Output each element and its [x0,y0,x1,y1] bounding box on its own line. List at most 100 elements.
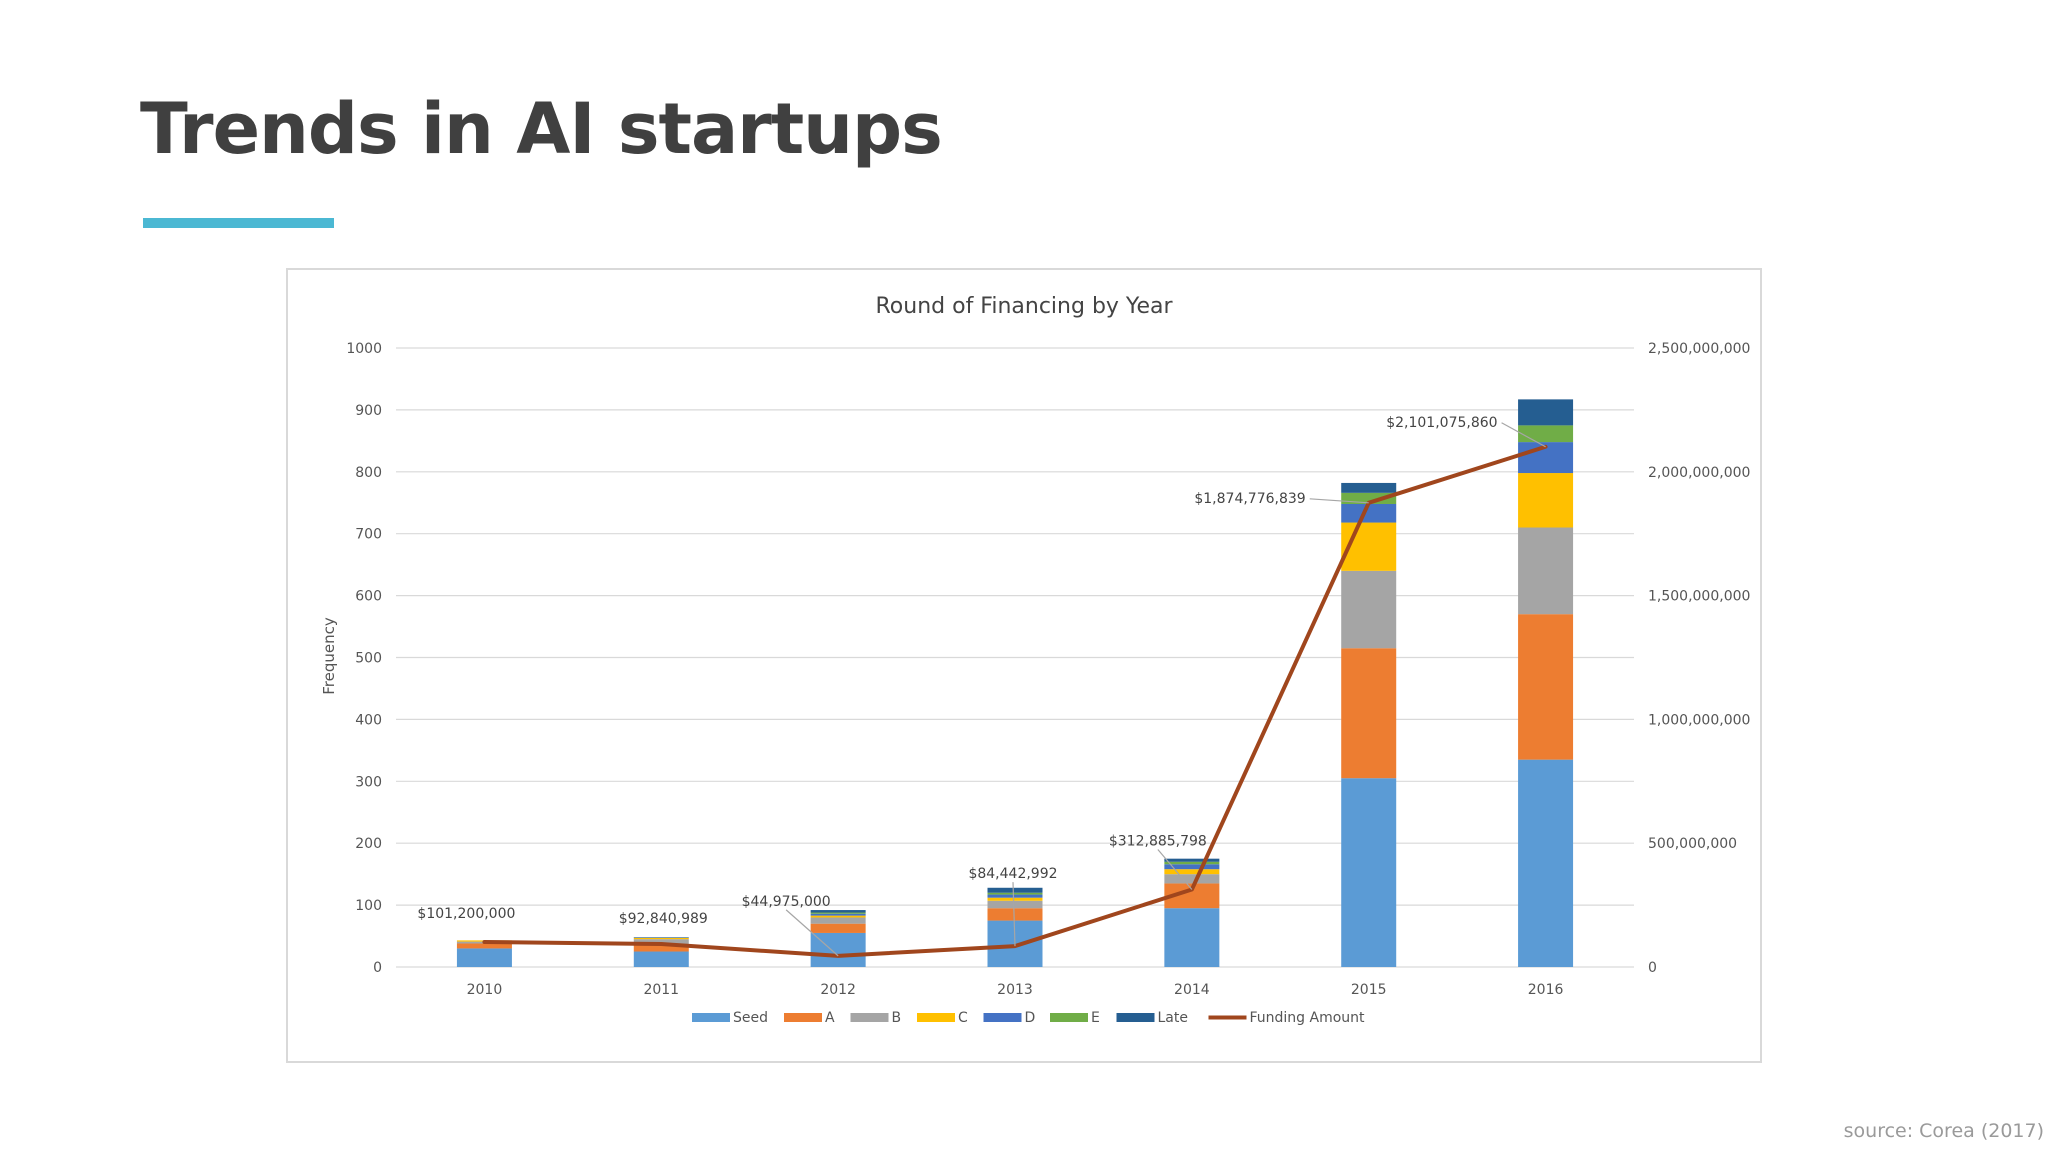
bar-segment-b [1341,570,1397,649]
x-tick-label: 2012 [820,982,856,998]
source-citation: source: Corea (2017) [1843,1120,2044,1142]
bar-segment-d [1341,503,1397,523]
bar-segment-seed [1164,908,1220,967]
bar-segment-seed [633,951,689,967]
funding-data-label: $312,885,798 [1109,834,1207,850]
bar-segment-d [987,894,1043,898]
bar-segment-a [1341,648,1397,779]
bar-segment-e [1518,425,1574,443]
bar-segment-a [810,923,866,933]
y-axis-label: Frequency [320,617,338,695]
y2-tick-label: 0 [1648,960,1657,976]
legend-swatch-c [917,1013,955,1022]
funding-data-label: $1,874,776,839 [1194,491,1305,507]
legend-label: D [1025,1010,1036,1026]
y-tick-label: 100 [355,898,382,914]
bar-segment-e [1341,492,1397,504]
bar-segment-d [810,913,866,916]
label-leader-line [1157,849,1193,890]
bar-segment-b [987,900,1043,909]
x-axis-ticks: 2010 2011 2012 2013 2014 2015 2016 [467,982,1564,998]
bar-segment-e [987,892,1043,895]
legend-label: A [825,1010,835,1026]
bar-segment-late [810,910,866,913]
legend-label: Funding Amount [1250,1010,1366,1026]
funding-data-label: $92,840,989 [619,911,708,927]
y-axis-ticks: 0 100 200 300 400 500 600 700 800 900 1000 [346,341,382,976]
funding-data-label: $44,975,000 [742,894,831,910]
bar-segment-late [1164,858,1220,862]
funding-data-labels: $101,200,000 $92,840,989 $44,975,000 $84,44… [417,415,1546,957]
round-of-financing-chart: Round of Financing by Year Frequency 0 10… [320,294,1750,1026]
bar-segment-late [987,887,1043,893]
x-tick-label: 2014 [1174,982,1210,998]
funding-data-label: $84,442,992 [968,866,1057,882]
bar-segment-seed [456,948,512,967]
bar-segment-late [633,937,689,938]
legend-swatch-late [1116,1013,1155,1022]
gridlines [396,347,1634,968]
chart-legend: Seed A B C D E Late Funding Amount [692,1010,1365,1026]
x-tick-label: 2016 [1528,982,1564,998]
y-tick-label: 700 [355,527,382,543]
bar-segment-c [633,937,689,940]
label-leader-line [1309,498,1369,504]
y-tick-label: 500 [355,651,382,667]
bar-segment-a [456,943,512,949]
x-tick-label: 2013 [997,982,1033,998]
slide-title: Trends in AI startups [140,88,943,170]
bar-segment-seed [810,932,866,967]
bar-segment-b [633,939,689,945]
legend-swatch-e [1050,1013,1088,1022]
chart-frame: Round of Financing by Year Frequency 0 10… [286,268,1762,1063]
label-leader-line [1012,882,1016,947]
legend-label: C [958,1010,968,1026]
x-tick-label: 2010 [467,982,503,998]
y2-tick-label: 1,000,000,000 [1648,712,1750,728]
y2-tick-label: 1,500,000,000 [1648,589,1750,605]
bar-segment-c [987,897,1043,901]
y-tick-label: 400 [355,712,382,728]
legend-label: Seed [733,1010,768,1026]
bar-segment-c [1518,473,1574,528]
legend-label: B [892,1010,902,1026]
y2-tick-label: 2,000,000,000 [1648,465,1750,481]
y-tick-label: 1000 [346,341,382,357]
legend-swatch-b [850,1013,889,1022]
legend-swatch-a [784,1013,822,1022]
label-leader-line [785,909,839,957]
bar-segment-c [1164,869,1220,875]
bar-segment-late [1341,482,1397,493]
y2-tick-label: 2,500,000,000 [1648,341,1750,357]
bar-segment-seed [1341,778,1397,967]
y-tick-label: 600 [355,589,382,605]
bar-segment-a [987,908,1043,921]
y-tick-label: 300 [355,774,382,790]
legend-swatch-seed [692,1013,730,1022]
bar-segment-d [1164,864,1220,870]
label-leader-line [1501,422,1546,448]
legend-label: Late [1158,1010,1188,1026]
legend-swatch-d [983,1013,1022,1022]
bar-segment-c [810,915,866,918]
y-tick-label: 800 [355,465,382,481]
bar-segment-late [1518,399,1574,426]
bar-segment-a [1518,614,1574,760]
title-underline [143,218,334,228]
bar-segment-b [810,917,866,924]
bar-segment-a [633,944,689,952]
y2-tick-label: 500,000,000 [1648,836,1737,852]
chart-title: Round of Financing by Year [876,294,1174,319]
bar-segment-seed [1518,759,1574,967]
legend-label: E [1091,1010,1100,1026]
bar-segment-b [1164,874,1220,884]
y-tick-label: 0 [373,960,382,976]
y-tick-label: 200 [355,836,382,852]
y2-axis-ticks: 0 500,000,000 1,000,000,000 1,500,000,000 2,… [1648,341,1750,976]
y-tick-label: 900 [355,403,382,419]
bar-segment-e [1164,861,1220,865]
bar-segment-e [810,912,866,914]
funding-data-label: $101,200,000 [417,906,515,922]
bar-segment-b [1518,527,1574,615]
x-tick-label: 2015 [1351,982,1387,998]
